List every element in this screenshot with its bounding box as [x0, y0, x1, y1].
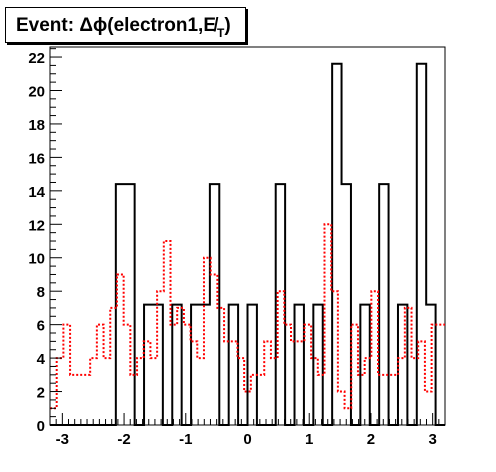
series-layer — [50, 62, 445, 426]
y-tick-label: 8 — [37, 284, 45, 301]
y-tick-label: 20 — [28, 83, 45, 100]
y-tick-label: 16 — [28, 150, 45, 167]
y-tick-label: 22 — [28, 50, 45, 67]
histogram-series-1 — [50, 62, 445, 426]
x-tick-label: 0 — [243, 431, 251, 448]
y-tick-label: 18 — [28, 117, 45, 134]
chart-title-main: Event: Δϕ(electron1,E̸ — [16, 15, 217, 36]
x-tick-label: -3 — [56, 431, 69, 448]
histogram-series-2 — [50, 223, 445, 410]
x-tick-label: 1 — [305, 431, 313, 448]
y-tick-label: 6 — [37, 318, 45, 335]
chart-title: Event: Δϕ(electron1,E̸T) — [16, 15, 231, 40]
x-tick-label: -2 — [117, 431, 130, 448]
y-tick-label: 0 — [37, 418, 45, 435]
y-tick-label: 4 — [37, 351, 46, 368]
x-tick-label: 3 — [428, 431, 436, 448]
x-tick-label: -1 — [179, 431, 192, 448]
x-tick-label: 2 — [367, 431, 375, 448]
y-tick-label: 2 — [37, 385, 45, 402]
y-tick-label: 12 — [28, 217, 45, 234]
y-tick-label: 10 — [28, 251, 45, 268]
y-tick-label: 14 — [28, 184, 45, 201]
chart-title-close: ) — [224, 15, 231, 36]
chart-title-subscript: T — [217, 26, 225, 40]
chart-title-box: Event: Δϕ(electron1,E̸T) — [5, 7, 246, 43]
